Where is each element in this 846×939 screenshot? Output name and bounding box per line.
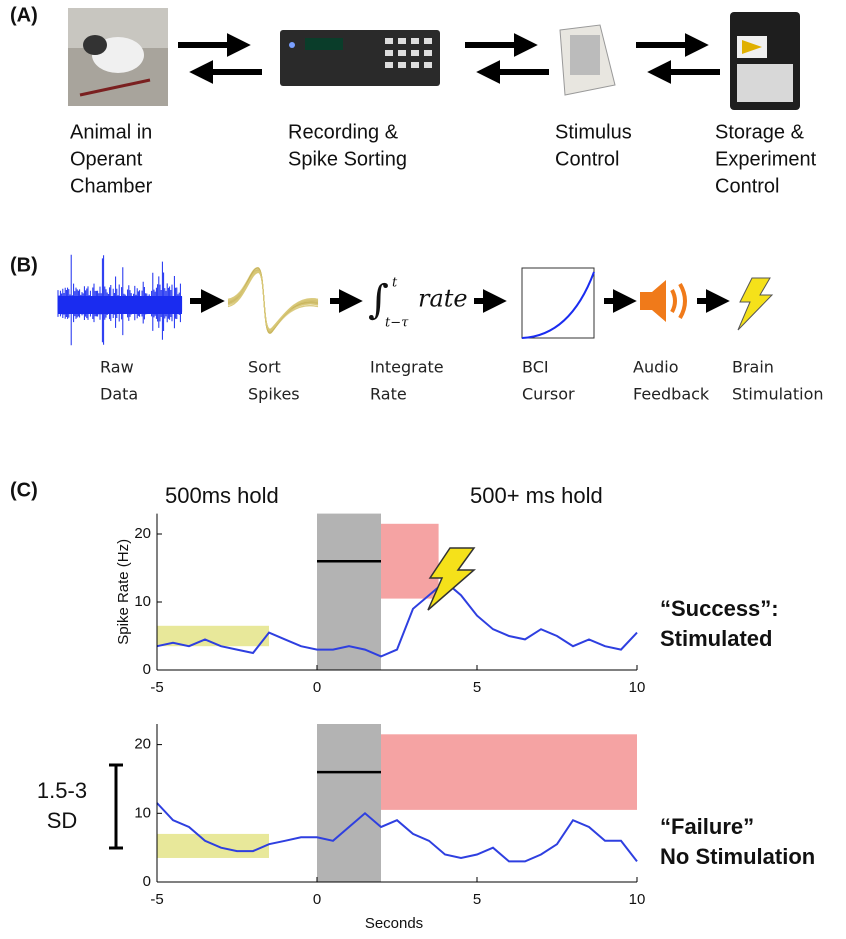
step-label: Stimulation bbox=[732, 385, 824, 404]
panel-label: (B) bbox=[10, 254, 38, 276]
y-tick-label: 0 bbox=[143, 661, 151, 678]
x-tick-label: 10 bbox=[629, 891, 646, 908]
hold-region bbox=[157, 625, 269, 647]
scale-bar-label: 1.5-3 bbox=[37, 778, 87, 803]
outcome-label: “Failure” bbox=[660, 814, 754, 839]
hold-region bbox=[157, 833, 269, 858]
recording-device bbox=[280, 30, 440, 86]
outcome-label: “Success”: bbox=[660, 596, 779, 621]
integral-lower: t−τ bbox=[385, 316, 409, 331]
x-tick-label: -5 bbox=[150, 891, 163, 908]
outcome-label: Stimulated bbox=[660, 626, 772, 651]
stage-label: Control bbox=[715, 175, 779, 197]
step-label: Audio bbox=[633, 358, 678, 377]
raw-data-band bbox=[58, 296, 182, 314]
integral-sign: ∫ bbox=[368, 277, 389, 323]
x-axis-label: Seconds bbox=[365, 915, 423, 932]
stage-label: Spike Sorting bbox=[288, 148, 407, 170]
step-label: Brain bbox=[732, 358, 774, 377]
y-tick-label: 20 bbox=[134, 525, 151, 542]
left-header: 500ms hold bbox=[165, 483, 279, 508]
hold-region bbox=[381, 734, 637, 810]
outcome-label: No Stimulation bbox=[660, 844, 815, 869]
rate-line bbox=[156, 802, 638, 863]
integrand: rate bbox=[418, 285, 468, 313]
stage-label: Control bbox=[555, 148, 619, 170]
y-tick-label: 10 bbox=[134, 804, 151, 821]
step-label: Raw bbox=[100, 358, 134, 377]
scale-bar bbox=[109, 763, 123, 850]
right-header: 500+ ms hold bbox=[470, 483, 603, 508]
stimulus-box bbox=[559, 24, 616, 96]
integral-upper: t bbox=[392, 276, 398, 291]
stage-label: Chamber bbox=[70, 175, 153, 197]
rat-photo bbox=[68, 8, 168, 106]
lightning-icon bbox=[737, 277, 774, 331]
stage-label: Storage & bbox=[715, 121, 805, 143]
step-label: Rate bbox=[370, 385, 407, 404]
double-arrows bbox=[178, 33, 720, 84]
step-label: BCI bbox=[522, 358, 549, 377]
stage-label: Animal in bbox=[70, 121, 152, 143]
step-label: Cursor bbox=[522, 385, 575, 404]
rate-line bbox=[156, 580, 638, 658]
hold-region bbox=[317, 724, 381, 882]
y-tick-label: 10 bbox=[134, 593, 151, 610]
y-axis-label: Spike Rate (Hz) bbox=[115, 539, 132, 645]
stimulation-bolt bbox=[427, 547, 477, 611]
x-tick-label: -5 bbox=[150, 679, 163, 696]
speaker-icon bbox=[640, 280, 687, 322]
y-tick-label: 0 bbox=[143, 873, 151, 890]
computer bbox=[730, 12, 800, 110]
spike-waveforms bbox=[227, 267, 319, 334]
step-label: Feedback bbox=[633, 385, 710, 404]
step-label: Sort bbox=[248, 358, 281, 377]
x-tick-label: 0 bbox=[313, 891, 321, 908]
scale-bar-label: SD bbox=[47, 808, 78, 833]
hold-region bbox=[317, 513, 381, 670]
stage-label: Stimulus bbox=[555, 121, 632, 143]
hold-region bbox=[381, 523, 439, 599]
x-tick-label: 5 bbox=[473, 891, 481, 908]
panel-label: (C) bbox=[10, 479, 38, 501]
step-label: Data bbox=[100, 385, 138, 404]
step-label: Spikes bbox=[248, 385, 300, 404]
step-label: Integrate bbox=[370, 358, 444, 377]
x-tick-label: 5 bbox=[473, 679, 481, 696]
stage-label: Operant bbox=[70, 148, 143, 170]
x-tick-label: 10 bbox=[629, 679, 646, 696]
x-tick-label: 0 bbox=[313, 679, 321, 696]
integral-formula: ∫ t t−τ rate bbox=[368, 276, 468, 331]
y-tick-label: 20 bbox=[134, 736, 151, 753]
spike-waveform bbox=[227, 270, 319, 331]
bci-cursor-plot bbox=[521, 267, 595, 339]
stage-label: Experiment bbox=[715, 148, 817, 170]
stage-label: Recording & bbox=[288, 121, 399, 143]
panel-label: (A) bbox=[10, 4, 38, 26]
